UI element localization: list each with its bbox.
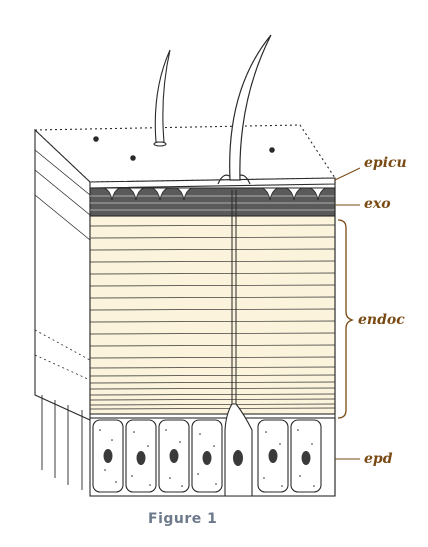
exocuticle-band — [89, 187, 336, 217]
top-pore-dot — [269, 147, 275, 153]
cell-nucleus — [268, 449, 278, 463]
cell-nucleus — [136, 451, 146, 465]
cuticle-diagram — [33, 34, 361, 497]
pore-canal — [127, 187, 145, 201]
endocuticle-lamellae — [89, 224, 336, 410]
figure-caption: Figure 1 — [148, 511, 218, 527]
side-epidermis-lines — [41, 395, 83, 490]
bristle-main — [229, 34, 272, 181]
label-endoc: endoc — [358, 312, 405, 328]
top-pore-dot — [93, 136, 99, 142]
top-surface — [33, 124, 337, 183]
trichogen-nucleus — [233, 450, 243, 466]
label-epd: epd — [364, 451, 393, 467]
label-exo: exo — [364, 196, 391, 212]
side-dashed-lines — [34, 329, 91, 381]
pore-canal — [285, 187, 303, 201]
label-epicu: epicu — [364, 155, 407, 171]
pore-canal — [103, 187, 121, 201]
top-pore-dot — [130, 155, 136, 161]
cell-nucleus — [301, 451, 311, 465]
bristle-shaft — [231, 190, 237, 404]
cell-nucleus — [103, 449, 113, 463]
pore-canal — [151, 187, 169, 201]
pore-canal — [261, 187, 279, 201]
side-layer-lines — [34, 149, 91, 241]
pore-canal — [175, 187, 193, 201]
endoc-brace — [337, 219, 355, 419]
cell-nucleus — [202, 451, 212, 465]
endocuticle-band — [89, 215, 336, 415]
cell-nucleus — [169, 449, 179, 463]
pore-canal — [309, 187, 327, 201]
leader-epicu — [334, 167, 361, 181]
cell-stipple — [99, 429, 315, 487]
bristle-rear — [154, 49, 171, 143]
